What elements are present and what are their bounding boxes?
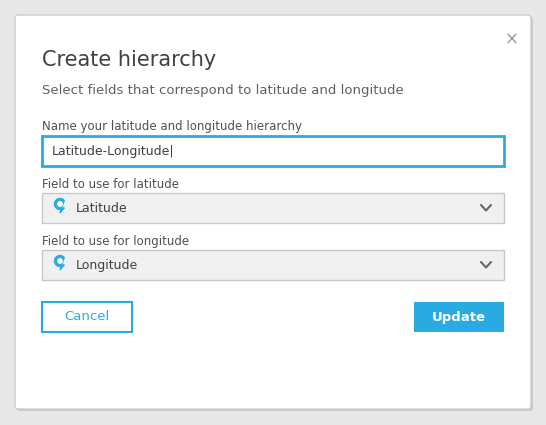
Bar [42, 136, 504, 166]
Bar [42, 250, 504, 280]
Circle shape [58, 202, 62, 206]
Text: Field to use for longitude: Field to use for longitude [42, 235, 189, 247]
Text: Update: Update [432, 311, 486, 323]
Bar [42, 193, 504, 223]
Polygon shape [55, 198, 64, 213]
Text: ×: × [505, 31, 519, 49]
Text: Select fields that correspond to latitude and longitude: Select fields that correspond to latitud… [42, 83, 403, 96]
FancyBboxPatch shape [15, 15, 531, 409]
Bar [42, 302, 132, 332]
Text: Create hierarchy: Create hierarchy [42, 50, 216, 70]
Text: Field to use for latitude: Field to use for latitude [42, 178, 179, 190]
Text: Latitude: Latitude [76, 201, 128, 215]
Text: Cancel: Cancel [64, 311, 110, 323]
Text: Latitude-Longitude|: Latitude-Longitude| [52, 144, 175, 158]
Text: Longitude: Longitude [76, 258, 138, 272]
FancyBboxPatch shape [17, 17, 533, 411]
Text: Name your latitude and longitude hierarchy: Name your latitude and longitude hierarc… [42, 119, 302, 133]
Circle shape [58, 259, 62, 263]
Bar [414, 302, 504, 332]
Polygon shape [55, 255, 64, 270]
